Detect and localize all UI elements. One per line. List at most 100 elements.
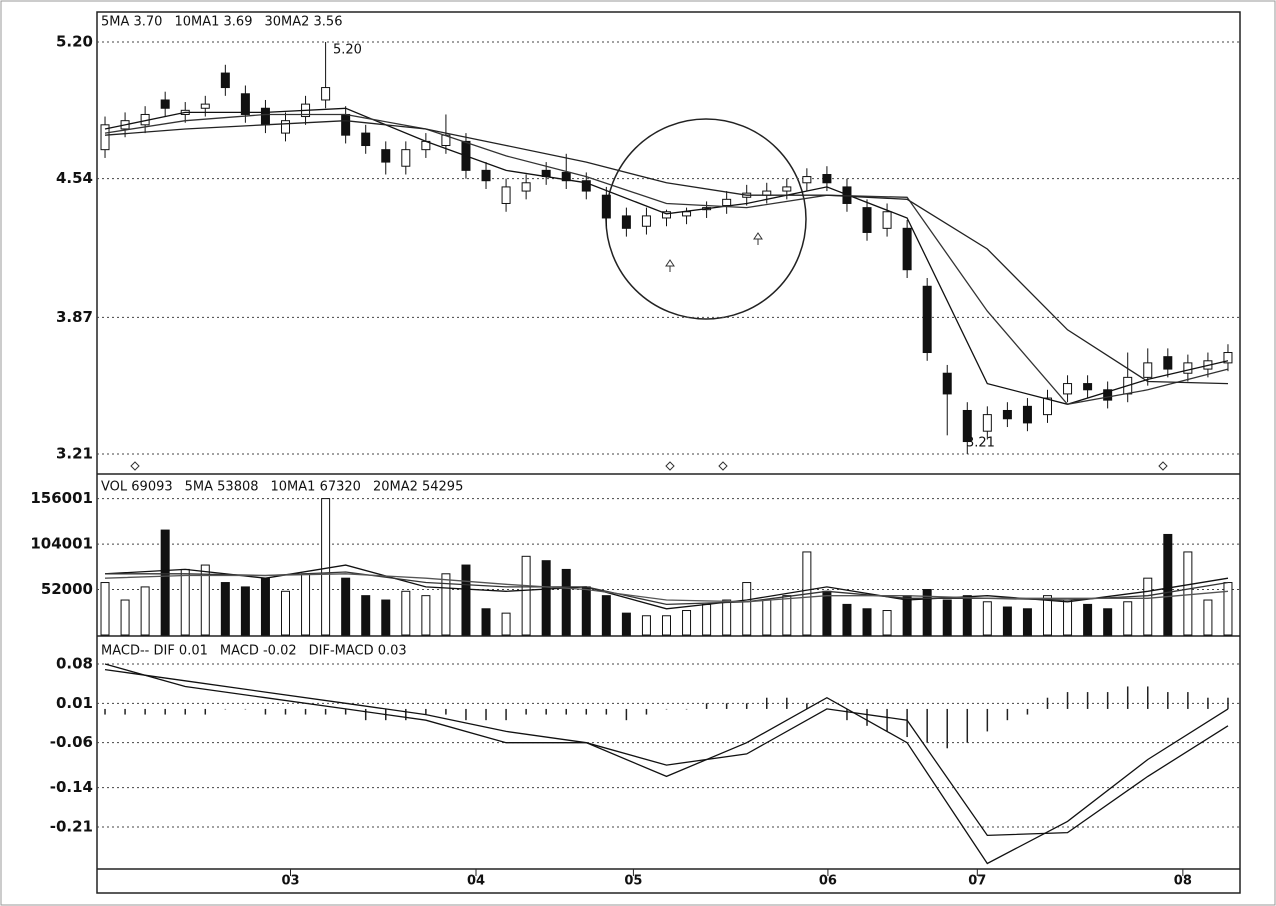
candle-body xyxy=(1083,383,1093,391)
volume-bar xyxy=(902,595,912,636)
volume-bar xyxy=(461,564,471,636)
x-tick-label: 04 xyxy=(467,874,485,889)
volume-bar xyxy=(882,610,892,636)
legend-entry: 10MA1 67320 xyxy=(271,480,361,495)
ma-line xyxy=(104,120,1229,385)
candle-body xyxy=(220,72,230,89)
candle-body xyxy=(1002,409,1012,420)
x-tick-label: 08 xyxy=(1174,874,1192,889)
volume-bar xyxy=(561,568,571,636)
volume-bar xyxy=(982,601,992,636)
legend-entry: 5MA 53808 xyxy=(185,480,259,495)
ma-line xyxy=(104,573,1229,603)
y-tick-label: 104001 xyxy=(30,535,93,553)
marker xyxy=(130,461,140,471)
candle-body xyxy=(280,120,290,134)
candle-body xyxy=(381,149,391,163)
volume-bar xyxy=(160,529,170,636)
candle-body xyxy=(682,211,692,217)
marker xyxy=(665,461,675,471)
candle-body xyxy=(1163,356,1173,370)
candle-body xyxy=(661,211,671,219)
legend-entry: 30MA2 3.56 xyxy=(264,15,342,30)
annotation: 5.20 xyxy=(333,43,362,58)
volume-bar xyxy=(120,599,130,636)
candle-body xyxy=(240,93,250,115)
ma-line xyxy=(104,668,1229,837)
legend-entry: MACD-- DIF 0.01 xyxy=(101,644,208,659)
volume-bar xyxy=(641,615,651,636)
volume-bar xyxy=(200,564,210,636)
candle-body xyxy=(1143,362,1153,378)
volume-bar xyxy=(581,586,591,636)
candle-body xyxy=(922,285,932,354)
volume-bar xyxy=(942,599,952,636)
candle-body xyxy=(561,171,571,182)
ma-line xyxy=(104,107,1229,405)
volume-bar xyxy=(100,582,110,636)
volume-bar xyxy=(1203,599,1213,636)
y-tick-label: 0.08 xyxy=(56,654,93,672)
volume-bar xyxy=(180,568,190,636)
marker xyxy=(718,461,728,471)
y-tick-label: 52000 xyxy=(41,580,93,598)
volume-bar xyxy=(501,612,511,636)
y-tick-label: 4.54 xyxy=(56,169,93,187)
volume-bar xyxy=(240,586,250,636)
legend-entry: 20MA2 54295 xyxy=(373,480,463,495)
candle-body xyxy=(341,113,351,136)
candle-body xyxy=(902,227,912,271)
legend-entry: 10MA1 3.69 xyxy=(174,15,252,30)
candle-body xyxy=(1042,397,1052,416)
markers xyxy=(130,232,1168,471)
volume-bar xyxy=(621,612,631,636)
candle-body xyxy=(200,103,210,109)
legend-entry: VOL 69093 xyxy=(101,480,173,495)
candle-body xyxy=(501,186,511,204)
volume-bar xyxy=(742,582,752,636)
candle-body xyxy=(882,211,892,229)
volume-bar xyxy=(1083,603,1093,636)
volume-bar xyxy=(842,603,852,636)
candle-body xyxy=(802,176,812,184)
candle-body xyxy=(100,124,110,151)
y-tick-label: 0.01 xyxy=(56,694,93,712)
candle-body xyxy=(782,186,792,192)
candle-body xyxy=(160,99,170,109)
candle-body xyxy=(1183,362,1193,374)
candle-body xyxy=(962,409,972,443)
x-tick-label: 03 xyxy=(281,874,299,889)
candle-body xyxy=(260,107,270,126)
volume-bar xyxy=(381,599,391,636)
candle-body xyxy=(361,132,371,147)
volume-bar xyxy=(601,595,611,636)
plot-frame xyxy=(96,11,1241,894)
candle-body xyxy=(621,215,631,229)
candle-body xyxy=(1103,389,1113,401)
volume-bar xyxy=(361,595,371,636)
volume-bar xyxy=(862,608,872,636)
candle-body xyxy=(321,87,331,101)
x-tick-label: 06 xyxy=(819,874,837,889)
volume-bar xyxy=(140,586,150,636)
legend-entry: 5MA 3.70 xyxy=(101,15,162,30)
ma-line xyxy=(104,663,1229,865)
y-tick-label: 156001 xyxy=(30,489,93,507)
volume-bar xyxy=(1123,601,1133,636)
candle-body xyxy=(862,207,872,233)
y-tick-label: 5.20 xyxy=(56,33,93,51)
candle-body xyxy=(581,180,591,192)
volume-bar xyxy=(1143,577,1153,636)
volume-bar xyxy=(1022,608,1032,636)
marker xyxy=(1158,461,1168,471)
volume-bar xyxy=(1063,599,1073,636)
volume-bar xyxy=(782,595,792,636)
volume-bar xyxy=(1103,608,1113,636)
candle-body xyxy=(982,414,992,432)
y-tick-label: -0.21 xyxy=(50,817,93,835)
x-tick-label: 07 xyxy=(968,874,986,889)
volume-bar xyxy=(1002,606,1012,636)
volume-bar xyxy=(702,603,712,636)
legend-entry: DIF-MACD 0.03 xyxy=(309,644,407,659)
